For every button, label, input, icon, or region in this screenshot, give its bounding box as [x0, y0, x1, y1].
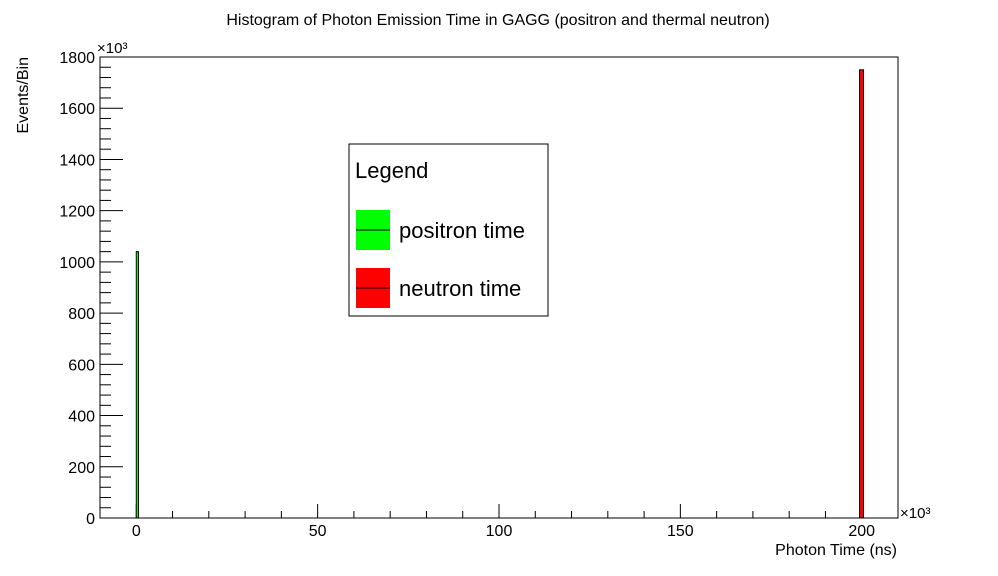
y-tick-label: 600 — [68, 357, 95, 374]
y-tick-label: 1000 — [59, 255, 95, 272]
y-tick-label: 200 — [68, 460, 95, 477]
x-tick-label: 100 — [486, 523, 513, 540]
legend-label: neutron time — [399, 276, 521, 301]
y-tick-label: 1600 — [59, 101, 95, 118]
legend-entries: positron time neutron time — [356, 210, 525, 308]
y-axis: 0 200 400 600 800 1000 1200 1400 1600 1800 — [59, 50, 123, 528]
y-tick-label: 400 — [68, 409, 95, 426]
x-tick-label: 0 — [132, 523, 141, 540]
y-axis-label: Events/Bin — [15, 57, 32, 133]
bar-series — [135, 69, 865, 519]
chart-title: Histogram of Photon Emission Time in GAG… — [226, 12, 769, 29]
y-tick-label: 0 — [86, 511, 95, 528]
y-tick-label: 1400 — [59, 152, 95, 169]
y-tick-label: 1200 — [59, 204, 95, 221]
x-tick-label: 150 — [667, 523, 694, 540]
legend-label: positron time — [399, 218, 525, 243]
legend-title: Legend — [355, 158, 428, 183]
x-tick-label: 50 — [309, 523, 327, 540]
y-tick-label: 800 — [68, 306, 95, 323]
y-tick-label: 1800 — [59, 50, 95, 67]
x-axis: 0 50 100 150 200 — [99, 504, 899, 540]
histogram-bar — [135, 251, 139, 519]
legend: Legend positron time neutron time — [348, 143, 549, 317]
x-tick-label: 200 — [848, 523, 875, 540]
x-axis-label: Photon Time (ns) — [775, 542, 897, 559]
y-axis-multiplier: ×10³ — [97, 40, 127, 57]
histogram-bar — [859, 69, 865, 519]
x-axis-multiplier: ×10³ — [900, 505, 930, 522]
